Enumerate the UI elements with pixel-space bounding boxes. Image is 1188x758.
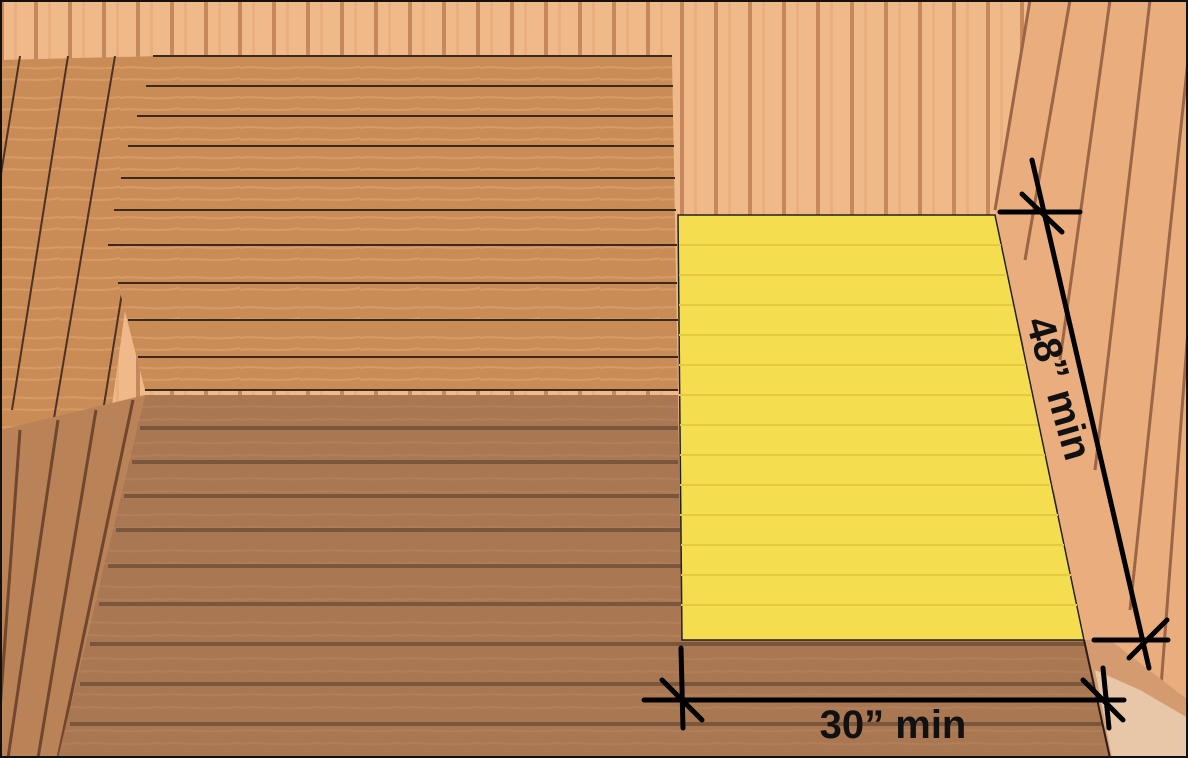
left-bench — [0, 56, 160, 430]
depth-dimension-line — [1029, 157, 1152, 671]
baseboard — [1095, 670, 1188, 758]
right-wall — [995, 0, 1188, 758]
width-dimension-right-tick — [1100, 665, 1112, 731]
floor-boards — [70, 426, 1102, 726]
left-lower-wall — [0, 395, 145, 758]
depth-dimension-bottom-slash — [1126, 617, 1170, 661]
width-dimension-left-slash — [659, 677, 705, 723]
width-dimension-right-slash — [1080, 677, 1126, 723]
width-dimension-label: 30” min — [820, 703, 967, 747]
main-bench-slats — [108, 55, 678, 391]
floor — [58, 395, 1110, 758]
main-bench — [108, 56, 678, 390]
depth-dimension-top-slash — [1019, 191, 1065, 235]
width-dimension — [641, 645, 1127, 731]
clear-floor-space-boards — [679, 244, 1077, 606]
depth-dimension — [997, 157, 1171, 671]
width-dimension-left-tick — [678, 645, 686, 731]
left-lower-wall-boards — [0, 399, 135, 758]
